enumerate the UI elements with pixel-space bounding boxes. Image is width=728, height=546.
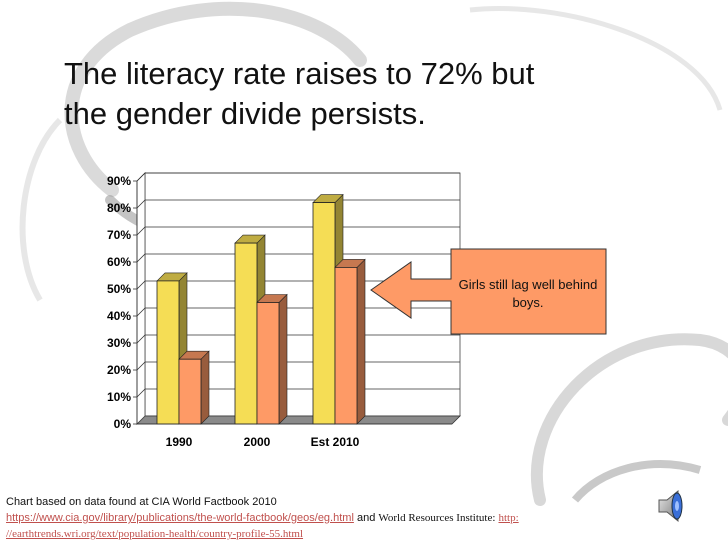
source-line-1: Chart based on data found at CIA World F…	[6, 496, 277, 508]
title-line-2: the gender divide persists.	[64, 96, 426, 131]
x-tick-label: Est 2010	[311, 435, 360, 449]
gridline-diagonal	[136, 361, 146, 371]
gridline-diagonal	[136, 253, 146, 263]
x-tick-label: 1990	[166, 435, 193, 449]
gridline-diagonal	[136, 388, 146, 398]
y-tick-label: 0%	[114, 417, 132, 431]
bar-2000-series-1	[256, 302, 280, 425]
source-and: and	[356, 512, 376, 524]
x-tick-label: 2000	[244, 435, 271, 449]
y-tick-label: 40%	[107, 309, 131, 323]
bar-side-1990-1	[200, 350, 210, 425]
bar-1990-series-1	[178, 358, 202, 425]
gridline-diagonal	[136, 226, 146, 236]
gridline-diagonal	[136, 280, 146, 290]
bar-side-Est 2010-1	[356, 258, 366, 425]
plot-side-wall	[136, 172, 146, 425]
wri-label: World Resources Institute:	[378, 512, 496, 524]
y-tick-label: 50%	[107, 282, 131, 296]
y-tick-label: 20%	[107, 363, 131, 377]
callout-arrow-box	[370, 248, 607, 335]
bar-Est 2010-series-0	[312, 202, 336, 425]
y-tick-label: 30%	[107, 336, 131, 350]
gridline-diagonal	[136, 199, 146, 209]
wri-link-part-1[interactable]: http:	[498, 512, 519, 524]
callout-text: Girls still lag well behind boys.	[458, 277, 598, 310]
y-tick-label: 80%	[107, 201, 131, 215]
y-tick-label: 70%	[107, 228, 131, 242]
y-tick-label: 60%	[107, 255, 131, 269]
bar-side-2000-1	[278, 293, 288, 425]
bar-2000-series-0	[234, 242, 258, 425]
y-tick-label: 90%	[107, 174, 131, 188]
source-note: Chart based on data found at CIA World F…	[6, 494, 722, 542]
bar-Est 2010-series-1	[334, 266, 358, 425]
slide-title: The literacy rate raises to 72% but the …	[64, 54, 664, 134]
y-tick-label: 10%	[107, 390, 131, 404]
title-line-1: The literacy rate raises to 72% but	[64, 56, 535, 91]
gridline-diagonal	[136, 334, 146, 344]
wri-link-part-2[interactable]: //earthtrends.wri.org/text/population-he…	[6, 528, 304, 540]
gridline-diagonal	[136, 172, 146, 182]
gridline-diagonal	[136, 307, 146, 317]
cia-factbook-link[interactable]: https://www.cia.gov/library/publications…	[6, 512, 354, 524]
speaker-icon[interactable]	[656, 488, 690, 524]
bar-1990-series-0	[156, 280, 180, 425]
